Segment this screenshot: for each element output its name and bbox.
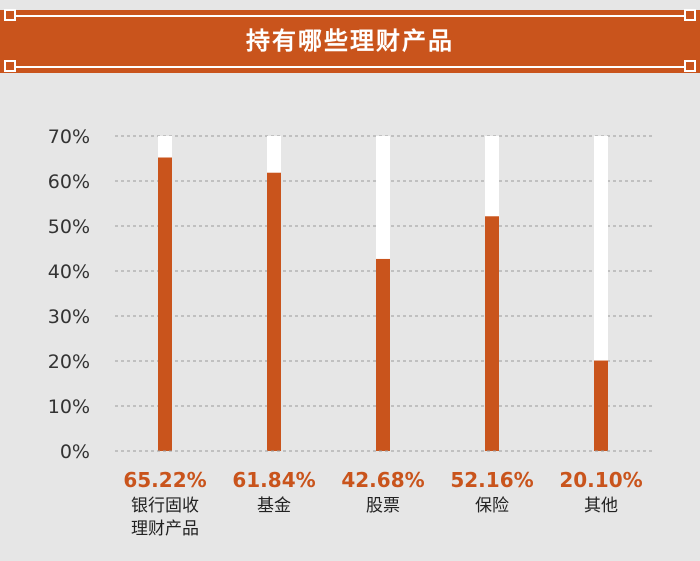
banner-corner-ornament xyxy=(684,9,696,21)
banner-top-line xyxy=(10,15,690,17)
bar xyxy=(158,157,172,451)
y-tick-label: 60% xyxy=(48,171,90,193)
y-tick-label: 0% xyxy=(60,441,90,463)
bar xyxy=(594,360,608,451)
banner-corner-ornament xyxy=(4,9,16,21)
x-tick-label: 银行固收 xyxy=(131,496,199,516)
data-label: 42.68% xyxy=(341,468,424,492)
x-tick-label: 理财产品 xyxy=(131,519,199,539)
bar xyxy=(485,216,499,451)
data-label: 52.16% xyxy=(450,468,533,492)
x-tick-label: 其他 xyxy=(584,496,618,516)
data-label: 61.84% xyxy=(232,468,315,492)
x-tick-label: 股票 xyxy=(366,496,400,516)
data-label: 20.10% xyxy=(559,468,642,492)
banner-bar xyxy=(0,10,700,73)
x-tick-label: 基金 xyxy=(257,496,291,516)
chart-title: 持有哪些理财产品 xyxy=(246,27,454,55)
y-tick-label: 10% xyxy=(48,396,90,418)
y-tick-label: 50% xyxy=(48,216,90,238)
title-banner: 持有哪些理财产品 xyxy=(0,0,700,82)
banner-corner-ornament xyxy=(4,60,16,72)
banner-corner-ornament xyxy=(684,60,696,72)
data-label: 65.22% xyxy=(123,468,206,492)
y-tick-label: 70% xyxy=(48,126,90,148)
bar xyxy=(267,172,281,451)
x-tick-label: 保险 xyxy=(475,496,509,516)
y-tick-label: 20% xyxy=(48,351,90,373)
bar xyxy=(376,258,390,451)
y-tick-label: 40% xyxy=(48,261,90,283)
banner-bottom-line xyxy=(10,66,690,68)
y-tick-label: 30% xyxy=(48,306,90,328)
